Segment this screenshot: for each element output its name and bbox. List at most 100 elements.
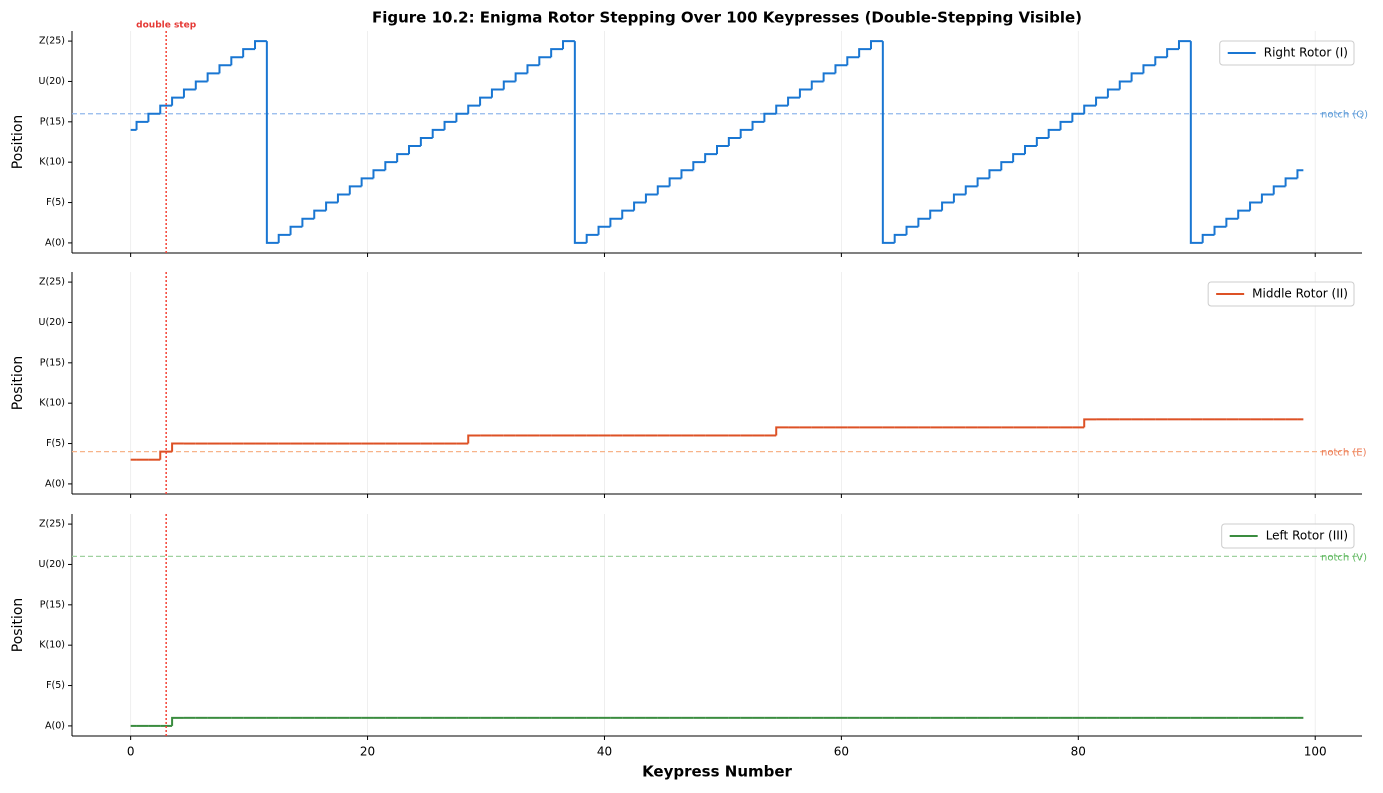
step-segment bbox=[1106, 88, 1120, 98]
step-segment bbox=[1047, 128, 1061, 138]
step-segment bbox=[893, 233, 907, 243]
step-segment bbox=[1177, 40, 1191, 50]
step-segment bbox=[277, 233, 291, 243]
step-segment bbox=[265, 41, 279, 244]
step-segment bbox=[846, 56, 860, 66]
step-segment bbox=[135, 120, 149, 130]
step-segment bbox=[1225, 217, 1239, 227]
step-segment bbox=[869, 40, 883, 50]
step-segment bbox=[621, 209, 635, 219]
step-segment bbox=[798, 88, 812, 98]
y-tick-label: P(15) bbox=[40, 116, 65, 127]
y-tick-label: Z(25) bbox=[39, 36, 65, 47]
step-segment bbox=[1284, 177, 1298, 187]
step-segment bbox=[159, 450, 173, 460]
step-segment bbox=[562, 40, 575, 50]
legend-box bbox=[1221, 523, 1355, 549]
y-tick-label: F(5) bbox=[46, 680, 65, 691]
legend-box bbox=[1207, 281, 1355, 307]
step-segment bbox=[941, 201, 954, 211]
step-segment bbox=[964, 185, 978, 195]
step-segment bbox=[1095, 96, 1108, 106]
step-segment bbox=[182, 88, 196, 98]
x-tick-label: 60 bbox=[834, 745, 849, 759]
step-segment bbox=[171, 716, 184, 726]
step-segment bbox=[952, 193, 966, 203]
x-tick-label: 40 bbox=[597, 745, 612, 759]
step-segment bbox=[408, 145, 421, 155]
legend-label: Left Rotor (III) bbox=[1266, 529, 1348, 543]
step-segment bbox=[171, 442, 184, 452]
step-segment bbox=[716, 145, 729, 155]
x-tick-label: 20 bbox=[360, 745, 375, 759]
x-axis-label: Keypress Number bbox=[642, 763, 792, 781]
step-segment bbox=[372, 169, 386, 179]
step-segment bbox=[396, 153, 410, 163]
step-segment bbox=[1166, 48, 1179, 58]
step-segment bbox=[597, 225, 611, 235]
step-segment bbox=[360, 177, 374, 187]
step-segment bbox=[656, 185, 670, 195]
step-segment bbox=[905, 225, 919, 235]
step-segment bbox=[692, 161, 706, 171]
y-tick-label: P(15) bbox=[40, 357, 65, 368]
step-segment bbox=[384, 161, 398, 171]
step-segment bbox=[1023, 145, 1037, 155]
step-segment bbox=[1296, 169, 1304, 179]
step-segment bbox=[1130, 72, 1144, 82]
step-segment bbox=[929, 209, 943, 219]
notch-label: notch (V) bbox=[1321, 552, 1367, 563]
y-axis-label: Position bbox=[10, 115, 26, 170]
step-segment bbox=[325, 201, 338, 211]
step-segment bbox=[1000, 161, 1014, 171]
y-tick-label: Z(25) bbox=[39, 277, 65, 288]
step-segment bbox=[443, 120, 457, 130]
chart-title: Figure 10.2: Enigma Rotor Stepping Over … bbox=[372, 9, 1082, 27]
step-segment bbox=[988, 169, 1002, 179]
y-tick-label: K(10) bbox=[39, 157, 65, 168]
step-segment bbox=[289, 225, 303, 235]
step-segment bbox=[490, 88, 504, 98]
step-segment bbox=[1118, 80, 1132, 90]
step-segment bbox=[1213, 225, 1227, 235]
step-segment bbox=[917, 217, 931, 227]
legend-box bbox=[1219, 40, 1355, 66]
y-tick-label: K(10) bbox=[39, 640, 65, 651]
step-segment bbox=[1260, 193, 1274, 203]
step-segment bbox=[881, 41, 895, 244]
x-tick-label: 0 bbox=[127, 745, 135, 759]
annotation: double step bbox=[136, 21, 197, 31]
notch-label: notch (Q) bbox=[1321, 110, 1368, 121]
step-segment bbox=[147, 112, 161, 122]
step-segment bbox=[479, 96, 492, 106]
step-segment bbox=[431, 128, 445, 138]
y-tick-label: A(0) bbox=[45, 478, 65, 489]
step-segment bbox=[609, 217, 623, 227]
x-tick-label: 80 bbox=[1071, 745, 1086, 759]
step-segment bbox=[1201, 233, 1215, 243]
step-segment bbox=[585, 233, 599, 243]
step-segment bbox=[171, 96, 184, 106]
series-line bbox=[130, 40, 1304, 244]
y-tick-label: Z(25) bbox=[39, 519, 65, 530]
step-segment bbox=[218, 64, 232, 74]
step-segment bbox=[336, 193, 350, 203]
step-segment bbox=[502, 80, 516, 90]
legend-label: Right Rotor (I) bbox=[1264, 46, 1348, 60]
step-segment bbox=[159, 104, 173, 114]
x-tick-label: 100 bbox=[1304, 745, 1327, 759]
step-segment bbox=[751, 120, 765, 130]
step-segment bbox=[526, 64, 540, 74]
step-segment bbox=[313, 209, 327, 219]
step-segment bbox=[242, 48, 256, 58]
y-tick-label: A(0) bbox=[45, 237, 65, 248]
step-segment bbox=[787, 96, 800, 106]
step-segment bbox=[680, 169, 694, 179]
step-segment bbox=[1189, 41, 1203, 244]
step-segment bbox=[1083, 104, 1097, 114]
y-tick-label: F(5) bbox=[46, 197, 65, 208]
step-segment bbox=[668, 177, 682, 187]
step-segment bbox=[727, 136, 741, 147]
